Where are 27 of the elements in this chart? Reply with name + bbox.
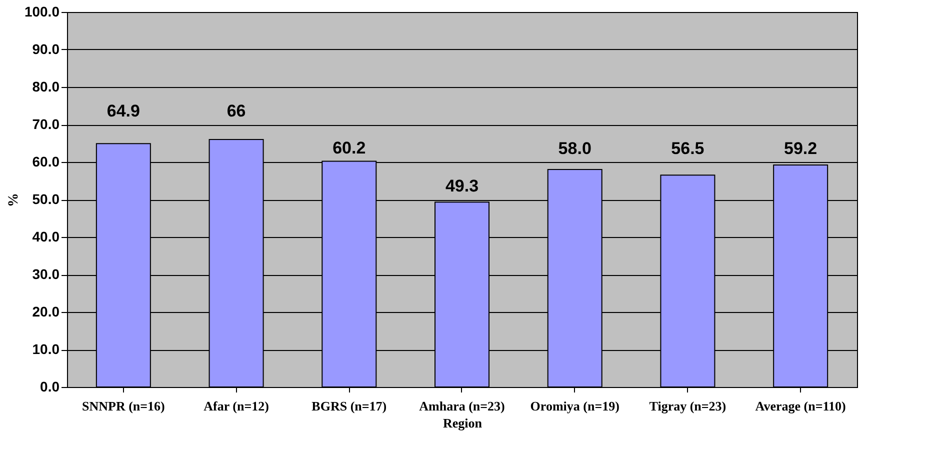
y-tick-label: 20.0 <box>32 304 60 320</box>
y-tick-label: 0.0 <box>40 378 60 394</box>
data-label: 49.3 <box>445 176 479 196</box>
x-tick-label: Afar (n=12) <box>204 398 269 414</box>
y-tick-label: 10.0 <box>32 341 60 357</box>
x-tick-label: Oromiya (n=19) <box>530 398 620 414</box>
y-tick-label: 100.0 <box>24 4 60 20</box>
y-tick-label: 40.0 <box>32 228 60 244</box>
y-tick-label: 30.0 <box>32 266 60 282</box>
x-tick-label: Average (n=110) <box>755 398 846 414</box>
x-axis-title: Region <box>443 416 483 430</box>
x-tick-label: Tigray (n=23) <box>649 398 726 414</box>
data-label: 58.0 <box>558 139 592 158</box>
y-axis-title: % <box>6 193 22 207</box>
y-tick-label: 60.0 <box>32 154 60 170</box>
data-label: 56.5 <box>671 139 704 158</box>
data-label: 66 <box>226 102 246 120</box>
x-tick-label: Amhara (n=23) <box>419 398 505 414</box>
data-label: 64.9 <box>106 102 140 120</box>
y-tick-label: 50.0 <box>32 191 60 207</box>
data-label: 60.2 <box>332 138 366 158</box>
y-tick-label: 80.0 <box>32 78 60 94</box>
data-label: 59.2 <box>784 139 818 158</box>
y-tick-label: 70.0 <box>32 116 60 132</box>
x-tick-label: SNNPR (n=16) <box>82 398 165 414</box>
y-tick-label: 90.0 <box>32 41 60 57</box>
x-tick-label: BGRS (n=17) <box>312 398 387 414</box>
